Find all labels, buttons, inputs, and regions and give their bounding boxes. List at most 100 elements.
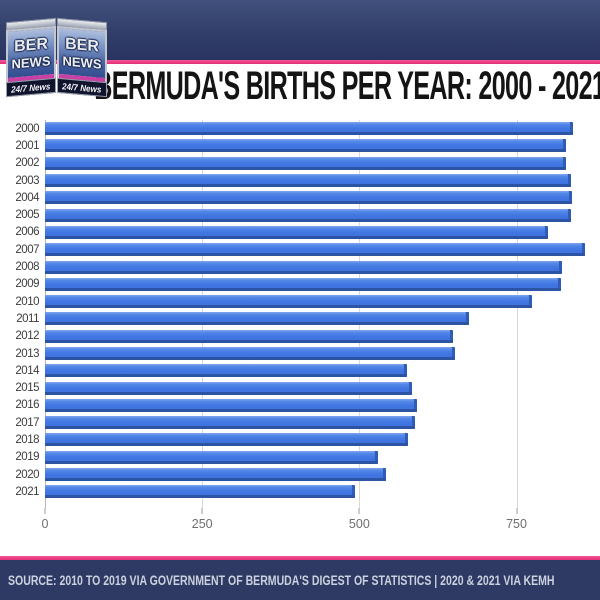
bar-track-2016	[45, 398, 600, 412]
bar-track-2009	[45, 277, 600, 291]
footer-band: SOURCE: 2010 TO 2019 VIA GOVERNMENT OF B…	[0, 560, 600, 600]
logo-tagline-band: 24/7 News	[57, 77, 107, 98]
bar-2004	[45, 191, 572, 205]
logo-cube-face: BER NEWS	[57, 25, 107, 79]
year-label-2010: 2010	[15, 295, 39, 308]
chart-row-2002: 2002	[0, 155, 600, 172]
logo-text-news: NEWS	[11, 52, 51, 72]
year-label-2019: 2019	[15, 451, 39, 464]
year-label-2000: 2000	[15, 122, 39, 135]
bar-track-2002	[45, 156, 600, 170]
bar-2008	[45, 260, 563, 274]
title-area: BERMUDA'S BIRTHS PER YEAR: 2000 - 2021	[95, 62, 600, 110]
logo-text-ber: BER	[14, 35, 48, 55]
bar-2002	[45, 156, 567, 170]
chart-row-2021: 2021	[0, 483, 600, 500]
bar-2010	[45, 295, 532, 309]
bar-track-2008	[45, 260, 600, 274]
chart-row-2003: 2003	[0, 172, 600, 189]
year-label-2015: 2015	[15, 382, 39, 395]
bar-2015	[45, 381, 412, 395]
year-label-2007: 2007	[15, 243, 39, 256]
header-accent-line	[0, 60, 600, 64]
chart-row-2011: 2011	[0, 310, 600, 327]
bar-2007	[45, 243, 586, 257]
logo-cube-left: BER NEWS 24/7 News	[6, 17, 56, 100]
bar-2005	[45, 208, 571, 222]
chart-row-2012: 2012	[0, 328, 600, 345]
chart-row-2008: 2008	[0, 258, 600, 275]
bar-2011	[45, 312, 469, 326]
x-axis: 0 250 500 750	[41, 508, 597, 538]
gridline-750	[516, 120, 518, 508]
bar-track-2000	[45, 122, 600, 136]
year-label-2004: 2004	[15, 191, 39, 204]
bar-track-2006	[45, 225, 600, 239]
bar-track-2010	[45, 295, 600, 309]
chart-row-2006: 2006	[0, 224, 600, 241]
year-label-2020: 2020	[15, 468, 39, 481]
bar-2017	[45, 416, 415, 430]
bar-2012	[45, 329, 454, 343]
bar-2016	[45, 398, 418, 412]
bar-2018	[45, 433, 409, 447]
chart-row-2005: 2005	[0, 206, 600, 223]
births-bar-chart: 2000 2001 2002 2003 2004 2005 2006 2007 2008 2009…	[0, 120, 600, 531]
x-tick-500	[358, 508, 360, 514]
bar-2021	[45, 485, 355, 499]
bar-track-2005	[45, 208, 600, 222]
footer-accent-line	[0, 556, 600, 560]
x-tick-label-500: 500	[348, 517, 370, 531]
logo-text-news: NEWS	[62, 52, 102, 72]
chart-row-2013: 2013	[0, 345, 600, 362]
year-label-2018: 2018	[15, 433, 39, 446]
bar-track-2011	[45, 312, 600, 326]
logo-cube-face: BER NEWS	[6, 25, 56, 79]
year-label-2009: 2009	[15, 278, 39, 291]
bar-track-2003	[45, 174, 600, 188]
bar-track-2019	[45, 450, 600, 464]
logo-cube-right: BER NEWS 24/7 News	[57, 17, 107, 100]
bar-track-2014	[45, 364, 600, 378]
chart-row-2014: 2014	[0, 362, 600, 379]
bar-track-2012	[45, 329, 600, 343]
bar-track-2018	[45, 433, 600, 447]
chart-row-2004: 2004	[0, 189, 600, 206]
year-label-2012: 2012	[15, 330, 39, 343]
bar-2020	[45, 468, 387, 482]
bar-track-2004	[45, 191, 600, 205]
chart-row-2016: 2016	[0, 397, 600, 414]
logo-tagline: 24/7 News	[62, 80, 102, 95]
chart-row-2009: 2009	[0, 276, 600, 293]
bar-track-2020	[45, 468, 600, 482]
bar-track-2001	[45, 139, 600, 153]
year-label-2008: 2008	[15, 261, 39, 274]
chart-row-2017: 2017	[0, 414, 600, 431]
x-tick-0	[44, 508, 46, 514]
year-label-2001: 2001	[15, 139, 39, 152]
bar-2001	[45, 139, 567, 153]
page-title: BERMUDA'S BIRTHS PER YEAR: 2000 - 2021	[94, 63, 600, 108]
x-tick-label-750: 750	[506, 517, 527, 531]
year-label-2006: 2006	[15, 226, 39, 239]
x-tick-750	[516, 508, 518, 514]
bar-track-2017	[45, 416, 600, 430]
bar-2009	[45, 277, 561, 291]
year-label-2014: 2014	[15, 364, 39, 377]
chart-row-2010: 2010	[0, 293, 600, 310]
bar-track-2015	[45, 381, 600, 395]
chart-row-2007: 2007	[0, 241, 600, 258]
chart-row-2000: 2000	[0, 120, 600, 137]
bar-2006	[45, 225, 548, 239]
x-tick-label-0: 0	[41, 517, 49, 531]
bar-track-2021	[45, 485, 600, 499]
year-label-2016: 2016	[15, 399, 39, 412]
source-credit: SOURCE: 2010 TO 2019 VIA GOVERNMENT OF B…	[8, 572, 555, 588]
bar-2000	[45, 122, 573, 136]
logo-text-ber: BER	[65, 35, 99, 55]
year-label-2005: 2005	[15, 209, 39, 222]
chart-row-2015: 2015	[0, 379, 600, 396]
year-label-2021: 2021	[15, 485, 39, 498]
chart-row-2020: 2020	[0, 466, 600, 483]
